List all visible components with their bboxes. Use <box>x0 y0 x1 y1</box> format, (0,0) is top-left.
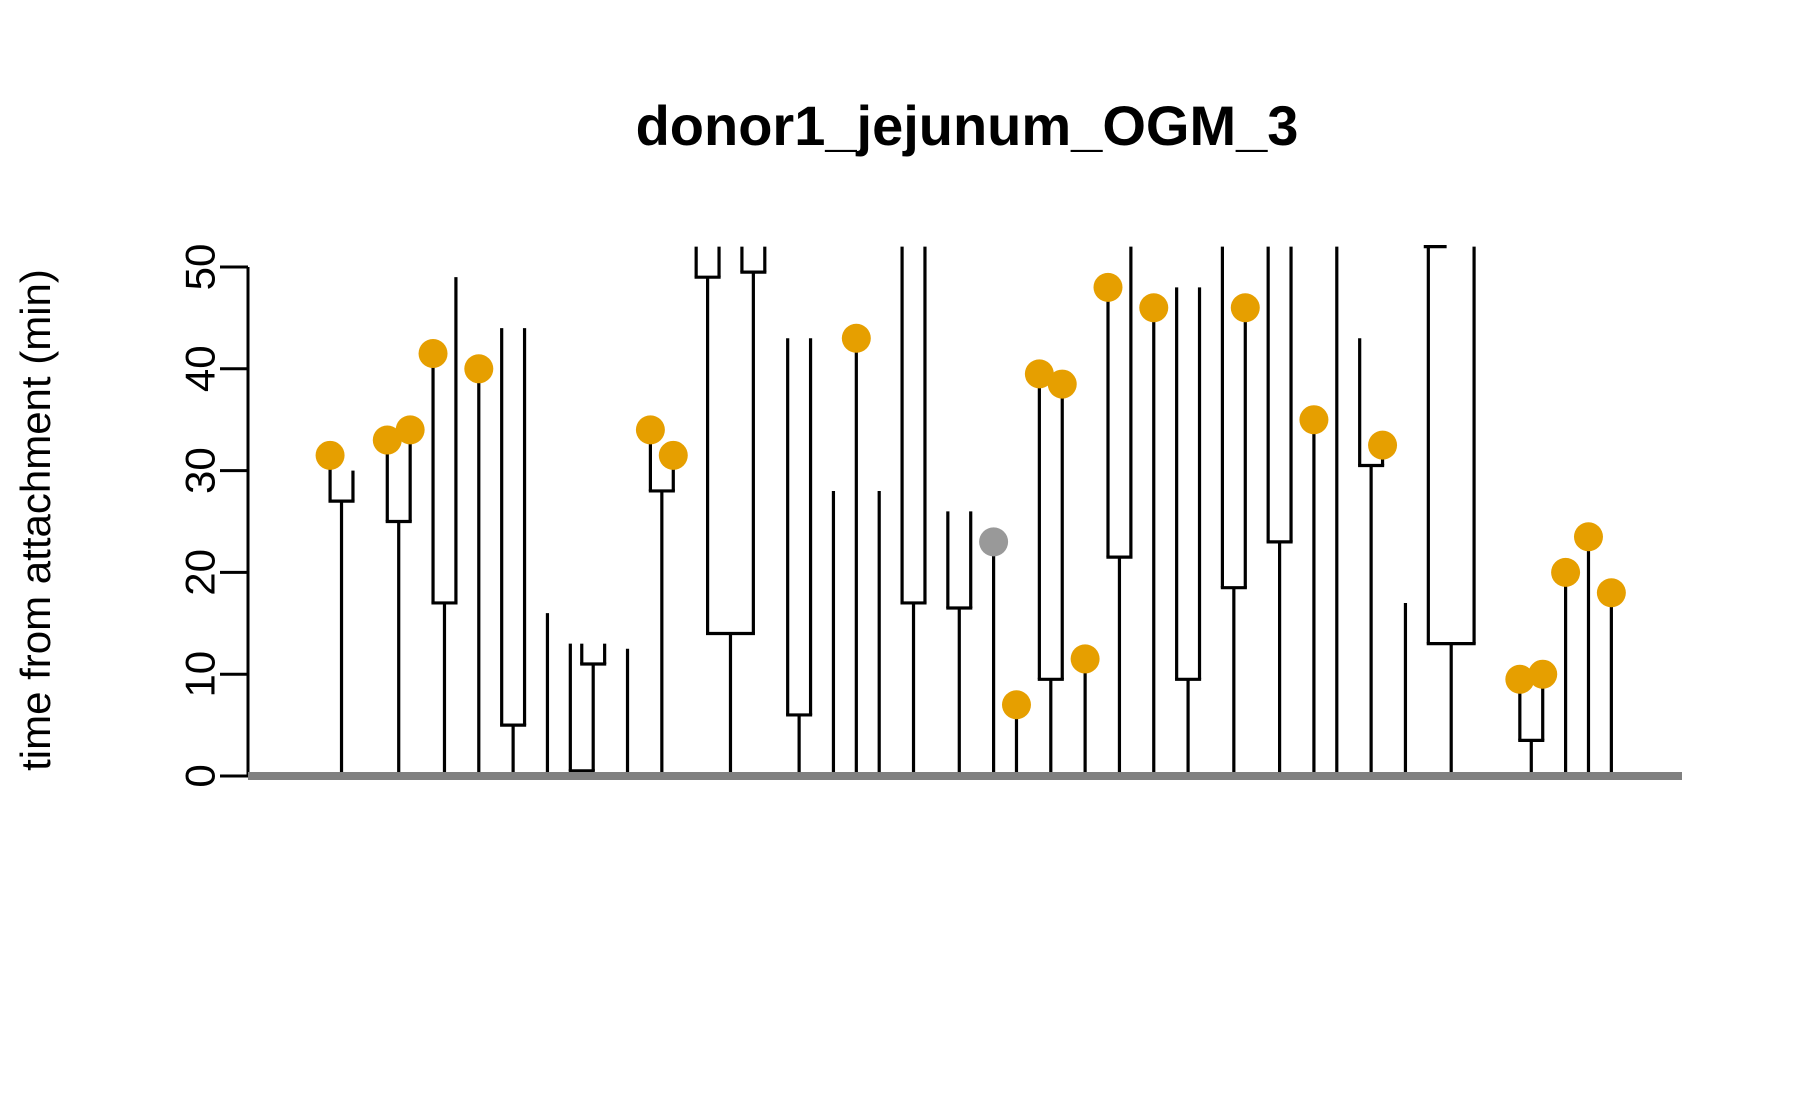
y-tick-label: 0 <box>177 764 224 787</box>
grey-event-point <box>979 527 1009 557</box>
y-axis-label: time from attachment (min) <box>12 269 59 771</box>
y-tick-label: 10 <box>177 651 224 698</box>
orange-event-point <box>1551 557 1581 587</box>
y-tick-label: 40 <box>177 345 224 392</box>
orange-event-point <box>1070 644 1100 674</box>
orange-event-point <box>1596 578 1626 608</box>
orange-event-point <box>658 440 688 470</box>
orange-event-point <box>841 323 871 353</box>
orange-event-point <box>1299 405 1329 435</box>
orange-event-point <box>395 415 425 445</box>
y-tick-label: 50 <box>177 244 224 291</box>
orange-event-point <box>1505 664 1535 694</box>
y-axis: 0 10 20 30 40 50 <box>177 244 250 788</box>
orange-event-point <box>372 425 402 455</box>
orange-event-point <box>315 440 345 470</box>
orange-event-point <box>1573 522 1603 552</box>
orange-event-point <box>418 339 448 369</box>
orange-event-point <box>1230 293 1260 323</box>
event-markers <box>315 272 1626 720</box>
orange-event-point <box>1024 359 1054 389</box>
orange-event-point <box>1047 369 1077 399</box>
orange-event-point <box>464 354 494 384</box>
orange-event-point <box>1093 272 1123 302</box>
y-tick-label: 30 <box>177 447 224 494</box>
orange-event-point <box>1368 430 1398 460</box>
lineage-tree <box>328 245 1613 776</box>
orange-event-point <box>1528 659 1558 689</box>
orange-event-point <box>1139 293 1169 323</box>
chart-title: donor1_jejunum_OGM_3 <box>636 94 1299 157</box>
orange-event-point <box>1001 690 1031 720</box>
orange-event-point <box>635 415 665 445</box>
y-tick-label: 20 <box>177 549 224 596</box>
